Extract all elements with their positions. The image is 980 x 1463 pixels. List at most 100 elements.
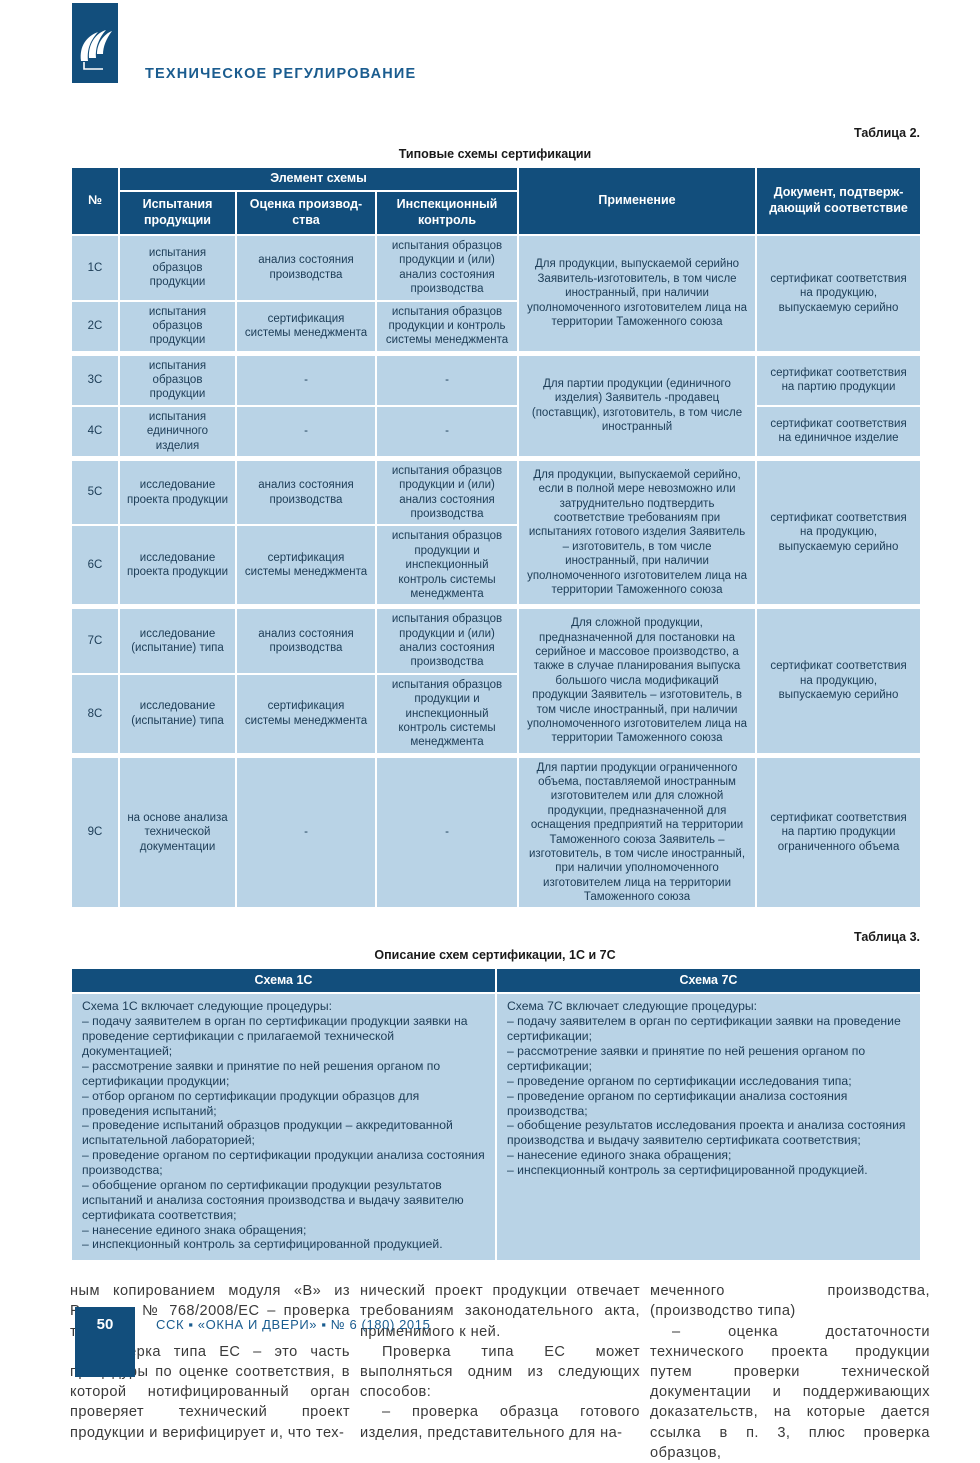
- table-row-4c: 4С испытания единичного изделия - - серт…: [70, 404, 923, 460]
- cell-document-9c: сертификат соответствия на партию продук…: [755, 752, 923, 910]
- cell-num: 6С: [70, 524, 120, 608]
- table2-caption: Таблица 2.: [854, 126, 920, 140]
- cell-inspection: -: [374, 404, 520, 460]
- cell-num: 9С: [70, 752, 120, 910]
- cell-production: анализ состояния производства: [235, 455, 377, 527]
- article-body: ным копированием модуля «В» из Решения №…: [70, 1281, 930, 1463]
- cell-num: 7С: [70, 604, 120, 675]
- cell-inspection: -: [374, 752, 520, 910]
- table-header-row: Схема 1С Схема 7С: [70, 967, 922, 995]
- col-header-scheme-7c: Схема 7С: [495, 967, 922, 995]
- article-column-2: нический проект продукции отвечает требо…: [360, 1281, 640, 1463]
- cell-document-7c-8c: сертификат соответствия на продукцию, вы…: [755, 604, 923, 757]
- procedure-line: – инспекционный контроль за сертифициров…: [507, 1163, 868, 1177]
- procedure-line: – отбор органом по сертификации продукци…: [82, 1088, 420, 1118]
- procedure-line: Схема 1С включает следующие процедуры:: [82, 999, 333, 1014]
- procedure-line: – рассмотрение заявки и принятие по ней …: [82, 1058, 441, 1088]
- cell-production: сертификация системы менеджмента: [235, 672, 377, 757]
- table-row-3c: 3С испытания образцов продукции - - Для …: [70, 350, 923, 460]
- cell-num: 1С: [70, 234, 120, 302]
- table-row-9c: 9С на основе анализа технической докумен…: [70, 752, 923, 910]
- procedure-line: – обобщение органом по сертификации прод…: [82, 1177, 464, 1222]
- cell-document-1c-2c: сертификат соответствия на продукцию, вы…: [755, 233, 923, 355]
- procedure-line: – проведение органом по сертификации про…: [82, 1148, 485, 1177]
- journal-logo: [72, 3, 118, 83]
- cell-testing: исследование (испытание) типа: [118, 604, 237, 675]
- cell-production: -: [235, 350, 377, 407]
- cell-inspection: испытания образцов продукции и (или) ана…: [374, 455, 520, 527]
- col-header-application: Применение: [517, 166, 758, 236]
- col-header-testing: Испытания продукции: [118, 190, 237, 236]
- cell-production: -: [235, 752, 377, 910]
- cell-production: сертификация системы менеджмента: [235, 299, 377, 355]
- procedure-line: – нанесение единого знака обращения;: [507, 1148, 732, 1163]
- cell-num: 3С: [70, 350, 120, 407]
- cell-production: -: [235, 404, 377, 460]
- cell-application-3c-4c: Для партии продукции (единичного изделия…: [517, 350, 758, 460]
- procedure-line: – нанесение единого знака обращения;: [82, 1222, 307, 1237]
- procedure-line: – рассмотрение заявки и принятие по ней …: [507, 1044, 866, 1073]
- procedure-line: – подачу заявителем в орган по сертифика…: [507, 1014, 901, 1044]
- col-header-document: Документ, подтверж­дающий соответствие: [755, 166, 923, 236]
- procedure-line: Схема 7С включает следующие процедуры:: [507, 999, 758, 1014]
- col-header-scheme-1c: Схема 1С: [70, 967, 497, 995]
- cell-testing: испытания единичного изделия: [118, 404, 237, 460]
- table3-caption: Таблица 3.: [854, 930, 920, 945]
- cell-inspection: испытания образцов продукции и инспекцио…: [374, 524, 520, 608]
- table3-title: Описание схем сертификации, 1С и 7С: [374, 948, 616, 963]
- page-number-box: 50: [75, 1307, 135, 1377]
- journal-footer-line: ССК ▪ «ОКНА И ДВЕРИ» ▪ № 6 (180) 2015: [156, 1317, 431, 1332]
- journal-logo-icon: [72, 3, 118, 83]
- cell-testing: испытания образцов продукции: [118, 299, 237, 355]
- cell-application-9c: Для партии продукции ограниченного объем…: [517, 752, 758, 910]
- cell-testing: исследование (испытание) типа: [118, 672, 237, 757]
- table-subheader-row: Испытания продукции Оценка производ­ства…: [71, 190, 921, 236]
- cell-application-5c-6c: Для продукции, выпускаемой серийно, если…: [517, 455, 758, 608]
- procedure-line: – проведение органом по сертификации ана…: [507, 1088, 848, 1118]
- table-body-row: Схема 1С включает следующие процедуры: –…: [70, 992, 922, 1263]
- paragraph: меченного производства, (производство ти…: [650, 1283, 930, 1320]
- page-content: Таблица 2. Типовые схемы сертификации № …: [70, 0, 930, 1463]
- cell-testing: на основе анализа технической документац…: [118, 752, 237, 910]
- cell-production: сертификация системы менеджмента: [235, 524, 377, 608]
- cell-application-7c-8c: Для сложной продукции, предназначенной д…: [517, 604, 758, 757]
- cell-num: 2С: [70, 299, 120, 355]
- cell-document: сертификат соответствия на единичное изд…: [755, 404, 923, 460]
- cell-inspection: испытания образцов продукции и (или) ана…: [374, 234, 520, 302]
- procedure-line: – инспекционный контроль за сертифициров…: [82, 1237, 443, 1252]
- scheme-description-table: Схема 1С Схема 7С Схема 1С включает след…: [70, 967, 922, 1263]
- cell-production: анализ состояния производства: [235, 234, 377, 302]
- paragraph: Проверка типа ЕС может выполняться одним…: [360, 1343, 640, 1401]
- cell-num: 4С: [70, 404, 120, 460]
- scheme-7c-procedures: Схема 7С включает следующие процедуры: –…: [495, 992, 922, 1263]
- cell-application-1c-2c: Для продукции, выпускаемой серийно Заяви…: [517, 233, 758, 355]
- procedure-line: – проведение органом по сертификации исс…: [507, 1073, 852, 1088]
- col-header-num: №: [70, 166, 120, 236]
- table-header-row: № Элемент схемы Применение Документ, под…: [70, 166, 923, 236]
- cell-inspection: испытания образцов продукции и инспекцио…: [374, 672, 520, 757]
- col-header-inspection: Инспекционный контроль: [374, 190, 520, 236]
- paragraph: – проверка образца готового изделия, пре…: [360, 1404, 640, 1441]
- paragraph: нический проект продукции отвечает требо…: [360, 1283, 640, 1340]
- table2-title: Типовые схемы сертификации: [398, 147, 592, 161]
- cell-testing: исследование проекта продукции: [118, 455, 237, 527]
- cell-num: 8С: [70, 672, 120, 757]
- table-row-6c: 6С исследование проекта продукции сертиф…: [70, 524, 921, 608]
- certification-schemes-table: № Элемент схемы Применение Документ, под…: [70, 166, 923, 910]
- cell-inspection: испытания образцов продукции и (или) ана…: [374, 604, 520, 675]
- col-header-element-group: Элемент схемы: [117, 166, 520, 192]
- article-column-3: меченного производства, (производство ти…: [650, 1281, 930, 1463]
- cell-inspection: испытания образцов продукции и контроль …: [374, 299, 520, 355]
- table-row-5c: 5С исследование проекта продукции анализ…: [70, 455, 923, 608]
- procedure-line: – проведение испытаний образцов продукци…: [82, 1118, 453, 1148]
- section-title: ТЕХНИЧЕСКОЕ РЕГУЛИРОВАНИЕ: [145, 66, 417, 82]
- paragraph: – оценка достаточности технического прое…: [650, 1323, 930, 1461]
- scheme-1c-procedures: Схема 1С включает следующие процедуры: –…: [70, 992, 497, 1263]
- table-row-8c: 8С исследование (испытание) типа сертифи…: [70, 672, 921, 757]
- cell-document: сертификат соответствия на партию продук…: [755, 350, 923, 407]
- cell-num: 5С: [70, 455, 120, 527]
- cell-testing: испытания образцов продукции: [118, 350, 237, 407]
- col-header-production: Оценка производ­ства: [235, 190, 377, 236]
- table-row-7c: 7С исследование (испытание) типа анализ …: [70, 604, 923, 757]
- cell-production: анализ состояния производства: [235, 604, 377, 675]
